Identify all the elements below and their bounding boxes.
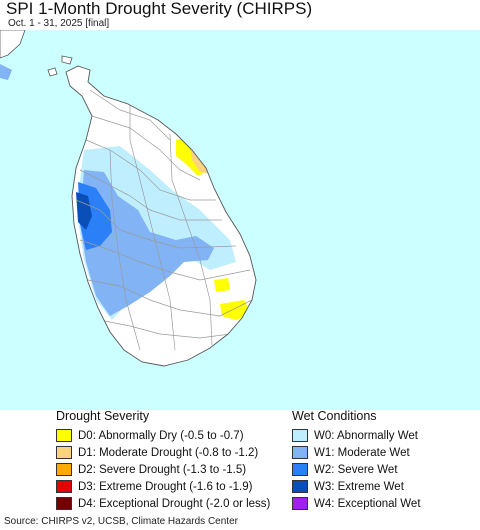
legend-label-d3: D3: Extreme Drought (-1.6 to -1.9) — [78, 480, 253, 493]
legend-label-d4: D4: Exceptional Drought (-2.0 or less) — [78, 497, 271, 510]
legend-item-d3: D3: Extreme Drought (-1.6 to -1.9) — [56, 478, 270, 495]
swatch-w0 — [292, 429, 308, 442]
legend-label-w0: W0: Abnormally Wet — [314, 429, 418, 442]
swatch-d2 — [56, 463, 72, 476]
wet-legend-title: Wet Conditions — [292, 409, 377, 423]
legend-item-d4: D4: Exceptional Drought (-2.0 or less) — [56, 495, 270, 512]
legend-item-w2: W2: Severe Wet — [292, 461, 421, 478]
legend-label-w2: W2: Severe Wet — [314, 463, 398, 476]
wet-legend: W0: Abnormally Wet W1: Moderate Wet W2: … — [292, 427, 421, 512]
legend-label-d0: D0: Abnormally Dry (-0.5 to -0.7) — [78, 429, 244, 442]
swatch-w1 — [292, 446, 308, 459]
w1-region — [80, 170, 214, 316]
islands — [47, 55, 73, 77]
india-wet-patch — [0, 64, 12, 80]
map-title: SPI 1-Month Drought Severity (CHIRPS) — [6, 0, 313, 18]
legend-label-d1: D1: Moderate Drought (-0.8 to -1.2) — [78, 446, 259, 459]
district-borders — [75, 89, 253, 351]
swatch-d1 — [56, 446, 72, 459]
legend-item-w0: W0: Abnormally Wet — [292, 427, 421, 444]
legend-item-d1: D1: Moderate Drought (-0.8 to -1.2) — [56, 444, 270, 461]
legend-item-w1: W1: Moderate Wet — [292, 444, 421, 461]
legend-label-d2: D2: Severe Drought (-1.3 to -1.5) — [78, 463, 247, 476]
swatch-w2 — [292, 463, 308, 476]
swatch-w4 — [292, 497, 308, 510]
legend-item-d2: D2: Severe Drought (-1.3 to -1.5) — [56, 461, 270, 478]
india-coast — [0, 30, 26, 59]
drought-map — [0, 30, 480, 410]
source-credit: Source: CHIRPS v2, UCSB, Climate Hazards… — [4, 516, 238, 527]
swatch-w3 — [292, 480, 308, 493]
drought-legend: D0: Abnormally Dry (-0.5 to -0.7) D1: Mo… — [56, 427, 270, 512]
d0-region-southeast — [214, 278, 252, 320]
map-subtitle: Oct. 1 - 31, 2025 [final] — [8, 18, 110, 29]
legend-label-w1: W1: Moderate Wet — [314, 446, 410, 459]
legend-item-d0: D0: Abnormally Dry (-0.5 to -0.7) — [56, 427, 270, 444]
swatch-d3 — [56, 480, 72, 493]
legend-label-w3: W3: Extreme Wet — [314, 480, 404, 493]
swatch-d0 — [56, 429, 72, 442]
drought-legend-title: Drought Severity — [56, 409, 150, 423]
coastline — [65, 65, 257, 367]
legend-item-w4: W4: Exceptional Wet — [292, 495, 421, 512]
swatch-d4 — [56, 497, 72, 510]
legend-item-w3: W3: Extreme Wet — [292, 478, 421, 495]
legend-label-w4: W4: Exceptional Wet — [314, 497, 421, 510]
